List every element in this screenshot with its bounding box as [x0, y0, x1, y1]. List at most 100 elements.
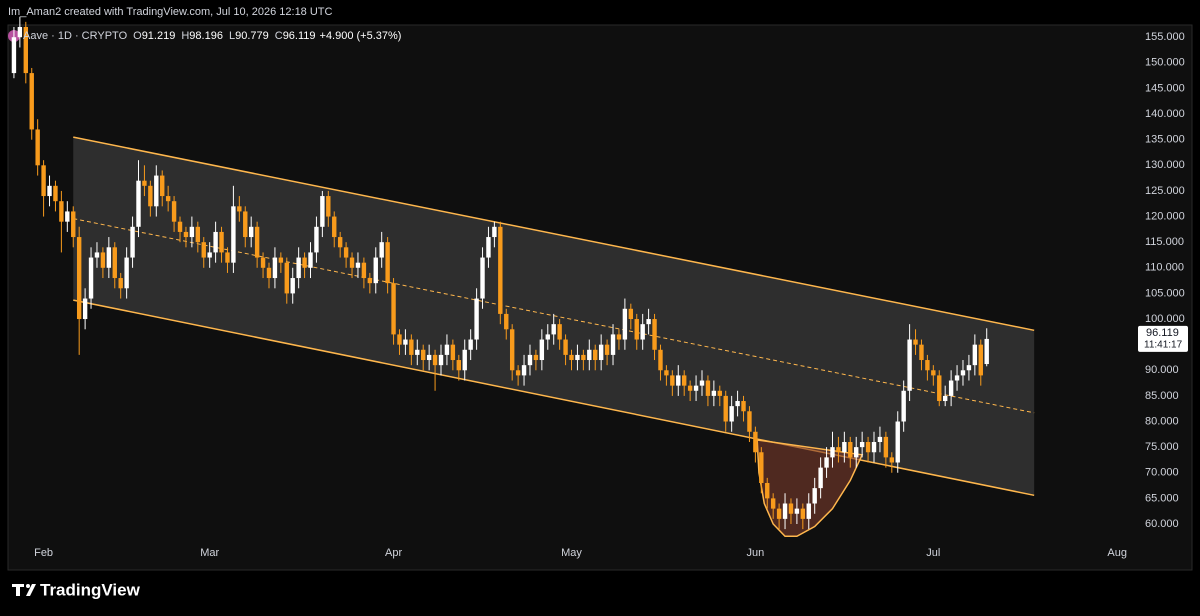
candle-body [848, 442, 853, 458]
candle-body [557, 324, 562, 340]
candle-body [670, 375, 675, 386]
candle-body [830, 447, 835, 458]
candle-body [966, 365, 972, 371]
candle-body [480, 257, 485, 299]
candle-body [397, 334, 402, 345]
y-tick-label: 90.000 [1145, 364, 1179, 376]
candle-body [100, 252, 106, 268]
candle-body [355, 262, 361, 268]
x-tick-label: Jun [747, 547, 765, 559]
candle-body [391, 283, 396, 335]
candle-body [254, 226, 260, 258]
candle-body [729, 406, 734, 422]
candle-body [931, 370, 936, 376]
candle-body [812, 488, 817, 504]
y-tick-label: 155.000 [1145, 31, 1185, 43]
y-tick-label: 60.000 [1145, 518, 1179, 530]
candle-body [456, 360, 461, 371]
candle-body [76, 237, 82, 320]
y-tick-label: 110.000 [1145, 262, 1184, 274]
candle-body [444, 344, 450, 355]
candle-body [302, 257, 307, 268]
candle-body [622, 308, 628, 340]
candle-body [225, 252, 230, 263]
candle-body [278, 257, 284, 263]
candle-body [735, 401, 740, 407]
candle-body [183, 231, 189, 238]
candle-body [717, 390, 722, 396]
legend-value: 90.779 [235, 30, 269, 42]
candle-body [290, 278, 295, 294]
candle-body [581, 354, 586, 361]
candle-body [326, 196, 331, 217]
y-tick-label: 105.000 [1145, 287, 1185, 299]
y-tick-label: 75.000 [1145, 441, 1179, 453]
candle-body [415, 349, 420, 355]
candle-body [646, 319, 651, 325]
candle-body [699, 380, 705, 386]
candle-body [231, 206, 236, 263]
candle-body [468, 339, 473, 350]
candle-body [320, 196, 325, 227]
candle-body [871, 442, 877, 453]
candle-body [883, 436, 889, 458]
candle-body [515, 370, 521, 376]
candle-body [409, 339, 414, 355]
candle-body [462, 349, 467, 371]
candle-body [284, 262, 289, 294]
legend-symbol: Aave · 1D · CRYPTO [23, 30, 128, 42]
legend-key: O [133, 30, 142, 42]
candle-body [243, 211, 248, 238]
candle-body [652, 319, 657, 350]
candle-body [889, 457, 895, 463]
candle-body [711, 390, 717, 396]
candle-body [676, 375, 681, 386]
candle-body [65, 211, 70, 222]
logo-mark [12, 584, 36, 596]
candle-body [23, 26, 28, 74]
candle-body [925, 360, 930, 371]
candle-body [937, 375, 942, 402]
candle-body [486, 237, 491, 258]
candle-body [474, 298, 479, 340]
legend-value: 96.119 [283, 30, 316, 42]
plot: 60.000 65.000 70.000 75.000 80.000 85.000 90.0… [11, 16, 1188, 559]
candle-body [106, 247, 112, 268]
footer-brand: TradingView [40, 580, 141, 599]
candle-body [148, 185, 153, 207]
candle-body [693, 385, 699, 391]
candle-body [71, 211, 76, 238]
candle-body [260, 257, 266, 268]
candle-body [782, 503, 788, 519]
x-tick-label: May [561, 547, 582, 559]
candle-body [112, 247, 117, 279]
candle-body [521, 365, 527, 376]
candle-body [118, 278, 123, 289]
candle-body [960, 370, 966, 376]
candle-body [919, 344, 924, 361]
price-label-box [1138, 325, 1188, 352]
candle-body [628, 308, 634, 320]
candle-body [753, 431, 758, 453]
candle-body [527, 354, 533, 366]
candle-body [165, 196, 171, 202]
candle-body [17, 26, 23, 38]
x-tick-label: Jul [926, 547, 940, 559]
legend-value: 98.196 [189, 30, 223, 42]
candle-body [492, 226, 497, 238]
candle-body [272, 257, 278, 279]
candle-body [824, 457, 829, 468]
candle-body [895, 421, 900, 463]
y-tick-label: 140.000 [1145, 108, 1185, 120]
candle-body [545, 334, 550, 340]
candle-body [604, 344, 610, 355]
candle-body [806, 503, 811, 519]
candle-body [332, 216, 337, 238]
channel-lower [73, 299, 1035, 497]
y-tick-label: 125.000 [1145, 185, 1185, 197]
candle-body [776, 508, 782, 519]
y-tick-label: 130.000 [1145, 159, 1185, 171]
footer-logo [12, 584, 36, 596]
candle-body [11, 37, 17, 74]
